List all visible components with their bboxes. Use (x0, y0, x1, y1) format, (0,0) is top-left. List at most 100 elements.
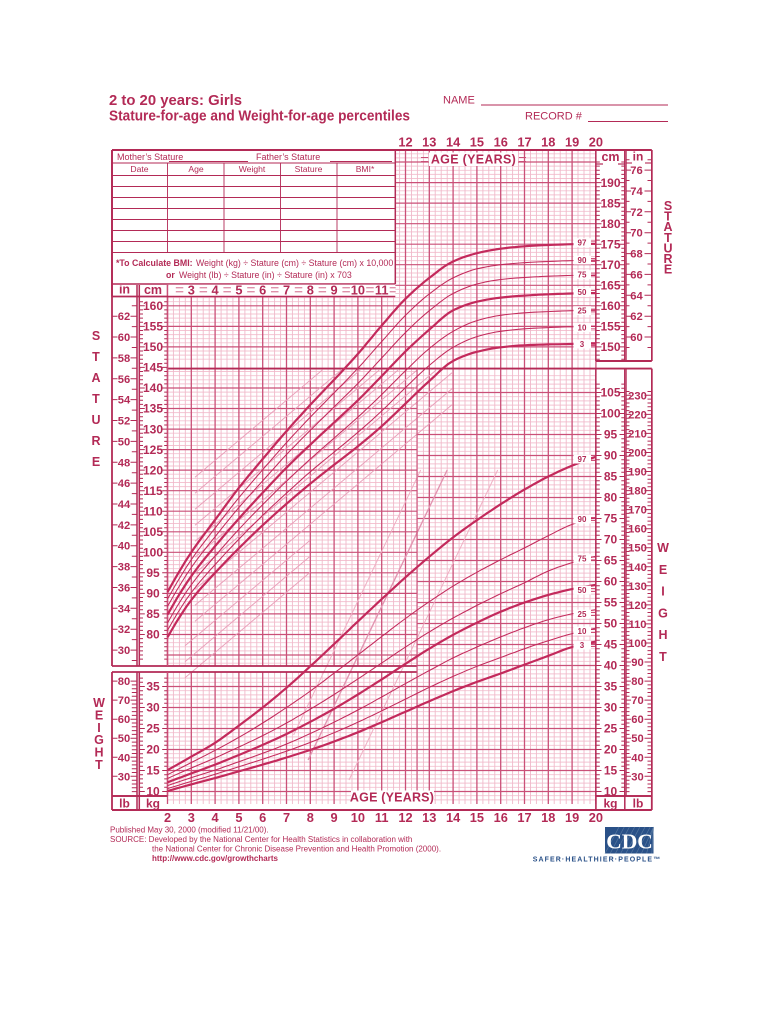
svg-text:Stature-for-age and Weight-for: Stature-for-age and Weight-for-age perce… (109, 109, 410, 125)
svg-text:56: 56 (118, 374, 130, 386)
svg-text:42: 42 (118, 520, 130, 532)
svg-text:4: 4 (212, 810, 220, 825)
svg-text:90: 90 (146, 587, 160, 601)
svg-text:85: 85 (146, 607, 160, 621)
svg-text:T: T (664, 210, 672, 224)
svg-text:16: 16 (494, 135, 508, 150)
svg-text:E: E (659, 563, 667, 577)
svg-text:10: 10 (578, 323, 587, 332)
svg-text:75: 75 (578, 270, 587, 279)
svg-text:70: 70 (118, 695, 130, 707)
svg-text:AGE (YEARS): AGE (YEARS) (350, 791, 434, 805)
svg-text:80: 80 (631, 676, 643, 688)
svg-text:110: 110 (143, 504, 163, 518)
svg-text:55: 55 (604, 596, 618, 610)
svg-text:19: 19 (565, 810, 579, 825)
svg-text:5: 5 (235, 283, 242, 298)
svg-text:65: 65 (604, 554, 618, 568)
svg-text:70: 70 (631, 695, 643, 707)
svg-text:8: 8 (307, 810, 314, 825)
svg-text:52: 52 (118, 416, 130, 428)
svg-text:185: 185 (600, 196, 620, 210)
svg-text:7: 7 (283, 810, 290, 825)
svg-text:Stature: Stature (295, 164, 323, 174)
svg-text:T: T (664, 231, 672, 245)
svg-text:175: 175 (600, 237, 620, 251)
svg-text:66: 66 (630, 269, 642, 281)
svg-text:18: 18 (541, 135, 555, 150)
svg-text:68: 68 (630, 249, 642, 261)
svg-text:120: 120 (628, 600, 647, 612)
svg-text:48: 48 (118, 457, 130, 469)
svg-text:95: 95 (146, 566, 160, 580)
svg-text:62: 62 (118, 311, 130, 323)
svg-text:3: 3 (580, 641, 585, 650)
svg-text:T: T (95, 758, 103, 772)
svg-text:50: 50 (118, 733, 130, 745)
svg-text:135: 135 (143, 402, 163, 416)
svg-text:97: 97 (578, 238, 587, 247)
svg-text:110: 110 (628, 619, 646, 631)
svg-text:U: U (663, 241, 672, 255)
svg-text:14: 14 (446, 810, 461, 825)
svg-text:230: 230 (628, 390, 647, 402)
svg-text:BMI*: BMI* (356, 164, 375, 174)
svg-text:150: 150 (143, 340, 163, 354)
svg-text:50: 50 (118, 436, 130, 448)
svg-text:19: 19 (565, 135, 579, 150)
svg-text:60: 60 (604, 575, 618, 589)
svg-text:32: 32 (118, 624, 130, 636)
svg-text:70: 70 (604, 533, 618, 547)
svg-text:160: 160 (600, 299, 620, 313)
svg-text:155: 155 (600, 320, 620, 334)
svg-text:E: E (664, 263, 672, 277)
svg-text:13: 13 (422, 135, 436, 150)
svg-text:cm: cm (601, 150, 619, 164)
svg-text:30: 30 (631, 771, 643, 783)
svg-text:80: 80 (118, 676, 130, 688)
svg-text:G: G (658, 606, 668, 620)
svg-text:S: S (92, 329, 100, 343)
svg-text:5: 5 (235, 810, 242, 825)
svg-text:15: 15 (604, 764, 618, 778)
svg-text:10: 10 (604, 785, 618, 799)
svg-text:115: 115 (143, 484, 163, 498)
svg-text:U: U (91, 413, 100, 427)
svg-text:Published May 30, 2000 (modifi: Published May 30, 2000 (modified 11/21/0… (110, 826, 269, 835)
svg-text:15: 15 (470, 810, 484, 825)
svg-text:S: S (664, 199, 672, 213)
svg-text:RECORD #: RECORD # (525, 111, 583, 123)
svg-text:12: 12 (398, 135, 412, 150)
svg-text:97: 97 (578, 455, 587, 464)
svg-text:2: 2 (164, 810, 171, 825)
svg-text:46: 46 (118, 478, 130, 490)
svg-text:45: 45 (604, 638, 618, 652)
svg-text:80: 80 (604, 491, 618, 505)
svg-text:Weight: Weight (239, 164, 266, 174)
svg-text:25: 25 (604, 722, 618, 736)
svg-text:170: 170 (628, 505, 647, 517)
svg-text:in: in (119, 283, 130, 297)
svg-text:http://www.cdc.gov/growthchart: http://www.cdc.gov/growthcharts (152, 854, 278, 863)
svg-text:155: 155 (143, 320, 163, 334)
svg-text:60: 60 (631, 714, 643, 726)
svg-text:I: I (661, 585, 664, 599)
svg-text:W: W (657, 541, 669, 555)
svg-text:50: 50 (578, 288, 587, 297)
svg-text:64: 64 (630, 290, 643, 302)
svg-text:Weight (lb) ÷ Stature (in) ÷ S: Weight (lb) ÷ Stature (in) ÷ Stature (in… (179, 270, 352, 280)
svg-text:50: 50 (604, 617, 618, 631)
svg-text:17: 17 (517, 810, 531, 825)
svg-text:200: 200 (628, 448, 647, 460)
svg-text:G: G (94, 733, 104, 747)
svg-text:11: 11 (375, 810, 389, 825)
svg-text:60: 60 (118, 332, 130, 344)
svg-text:105: 105 (143, 525, 163, 539)
svg-text:*To Calculate BMI:: *To Calculate BMI: (116, 258, 193, 268)
svg-text:140: 140 (143, 381, 163, 395)
svg-text:SAFER·HEALTHIER·PEOPLE™: SAFER·HEALTHIER·PEOPLE™ (533, 857, 662, 864)
svg-text:Date: Date (130, 164, 148, 174)
svg-text:14: 14 (446, 135, 461, 150)
svg-text:60: 60 (630, 332, 642, 344)
svg-text:100: 100 (143, 546, 163, 560)
